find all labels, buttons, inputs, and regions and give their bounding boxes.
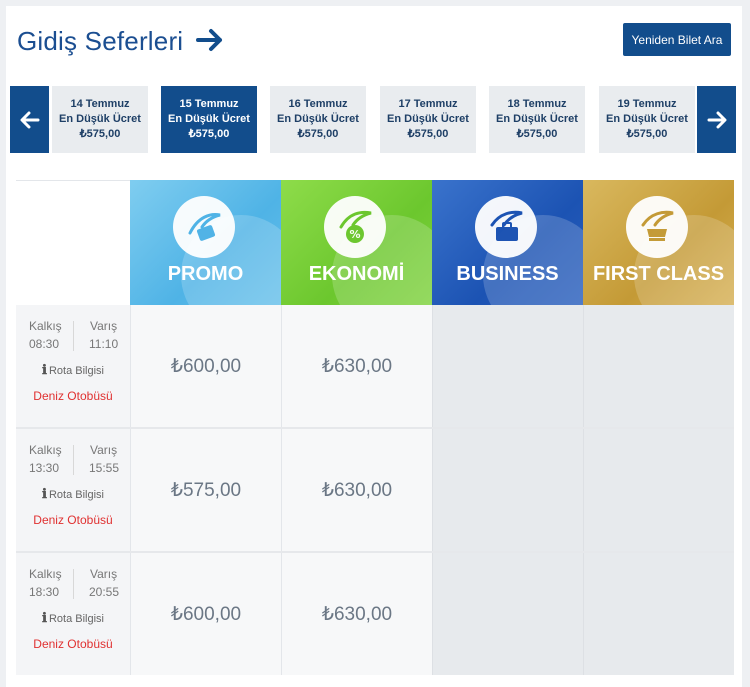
class-header-first-class[interactable]: FIRST CLASS [583, 180, 734, 305]
arrival-label: Varış [90, 567, 118, 581]
briefcase-icon [475, 196, 537, 258]
prev-dates-button[interactable] [10, 86, 49, 153]
fare-business-empty [432, 305, 583, 427]
date-price: ₺575,00 [297, 128, 339, 140]
vessel-type: Deniz Otobüsü [33, 637, 113, 651]
trip-info: Kalkış 13:30 Varış 15:55 ℹ Rota Bilgisi D… [16, 429, 131, 551]
date-price: ₺575,00 [79, 128, 121, 140]
route-info-label: Rota Bilgisi [48, 365, 104, 377]
departure-time: 08:30 [29, 337, 60, 351]
date-lowest-label: En Düşük Ücret [168, 113, 250, 125]
date-day: 18 Temmuz [507, 98, 567, 110]
trip-row: Kalkış 13:30 Varış 15:55 ℹ Rota Bilgisi D… [16, 429, 734, 551]
date-card-selected[interactable]: 15 Temmuz En Düşük Ücret ₺575,00 [161, 86, 257, 153]
route-info-link[interactable]: ℹ Rota Bilgisi [16, 610, 130, 626]
date-price: ₺575,00 [407, 128, 449, 140]
route-info-link[interactable]: ℹ Rota Bilgisi [16, 486, 130, 502]
date-lowest-label: En Düşük Ücret [277, 113, 359, 125]
arrow-right-icon [707, 111, 726, 128]
svg-text:%: % [349, 228, 360, 241]
date-day: 14 Temmuz [70, 98, 130, 110]
fare-business-empty [432, 429, 583, 551]
date-price: ₺575,00 [626, 128, 668, 140]
vessel-type: Deniz Otobüsü [33, 513, 113, 527]
class-name: PROMO [167, 263, 244, 285]
date-lowest-label: En Düşük Ücret [606, 113, 688, 125]
arrival-time: 20:55 [89, 585, 120, 599]
arrival-label: Varış [90, 443, 118, 457]
fare-first-class-empty [583, 305, 734, 427]
fare-promo[interactable]: ₺600,00 [130, 553, 281, 675]
date-day: 19 Temmuz [617, 98, 677, 110]
departure-time: 13:30 [29, 461, 60, 475]
date-card[interactable]: 17 Temmuz En Düşük Ücret ₺575,00 [380, 86, 476, 153]
departure-label: Kalkış [29, 319, 62, 333]
fare-first-class-empty [583, 429, 734, 551]
vessel-type: Deniz Otobüsü [33, 389, 113, 403]
date-price: ₺575,00 [516, 128, 558, 140]
departure-time: 18:30 [29, 585, 60, 599]
discount-badge-icon: % [324, 196, 386, 258]
fare-first-class-empty [583, 553, 734, 675]
info-icon: ℹ [42, 362, 47, 377]
departure-label: Kalkış [29, 567, 62, 581]
fare-business-empty [432, 553, 583, 675]
route-info-link[interactable]: ℹ Rota Bilgisi [16, 362, 130, 378]
fare-promo[interactable]: ₺600,00 [130, 305, 281, 427]
departure-label: Kalkış [29, 443, 62, 457]
search-again-button[interactable]: Yeniden Bilet Ara [623, 23, 731, 56]
date-card[interactable]: 16 Temmuz En Düşük Ücret ₺575,00 [270, 86, 366, 153]
row-divider [16, 427, 734, 429]
date-card[interactable]: 18 Temmuz En Düşük Ücret ₺575,00 [489, 86, 585, 153]
class-header-promo[interactable]: PROMO [130, 180, 281, 305]
class-header-business[interactable]: BUSINESS [432, 180, 583, 305]
promo-ticket-icon [173, 196, 235, 258]
date-day: 15 Temmuz [179, 98, 239, 110]
fare-ekonomi[interactable]: ₺630,00 [281, 429, 432, 551]
results-panel: Gidiş Seferleri Yeniden Bilet Ara 14 Tem… [6, 6, 742, 687]
route-info-label: Rota Bilgisi [48, 613, 104, 625]
fare-promo[interactable]: ₺575,00 [130, 429, 281, 551]
date-day: 16 Temmuz [288, 98, 348, 110]
first-class-seat-icon [626, 196, 688, 258]
date-lowest-label: En Düşük Ücret [59, 113, 141, 125]
class-header-ekonomi[interactable]: % EKONOMİ [281, 180, 432, 305]
date-lowest-label: En Düşük Ücret [496, 113, 578, 125]
arrival-time: 11:10 [89, 337, 119, 351]
class-name: BUSINESS [456, 263, 559, 285]
trip-info: Kalkış 08:30 Varış 11:10 ℹ Rota Bilgisi D… [16, 305, 131, 427]
fare-ekonomi[interactable]: ₺630,00 [281, 553, 432, 675]
fare-ekonomi[interactable]: ₺630,00 [281, 305, 432, 427]
trip-row: Kalkış 08:30 Varış 11:10 ℹ Rota Bilgisi D… [16, 305, 734, 427]
arrival-time: 15:55 [89, 461, 120, 475]
date-card[interactable]: 14 Temmuz En Düşük Ücret ₺575,00 [52, 86, 148, 153]
arrow-left-icon [20, 111, 39, 128]
info-icon: ℹ [42, 486, 47, 501]
date-lowest-label: En Düşük Ücret [387, 113, 469, 125]
trip-info: Kalkış 18:30 Varış 20:55 ℹ Rota Bilgisi D… [16, 553, 131, 675]
date-day: 17 Temmuz [398, 98, 458, 110]
trip-row: Kalkış 18:30 Varış 20:55 ℹ Rota Bilgisi D… [16, 553, 734, 675]
page-title: Gidiş Seferleri [17, 26, 184, 56]
arrival-label: Varış [90, 319, 118, 333]
date-price: ₺575,00 [188, 128, 230, 140]
date-card[interactable]: 19 Temmuz En Düşük Ücret ₺575,00 [599, 86, 695, 153]
next-dates-button[interactable] [697, 86, 736, 153]
row-divider [16, 551, 734, 553]
class-name: FIRST CLASS [592, 263, 725, 285]
arrow-right-icon [196, 29, 222, 51]
route-info-label: Rota Bilgisi [48, 489, 104, 501]
class-name: EKONOMİ [308, 263, 405, 285]
info-icon: ℹ [42, 610, 47, 625]
